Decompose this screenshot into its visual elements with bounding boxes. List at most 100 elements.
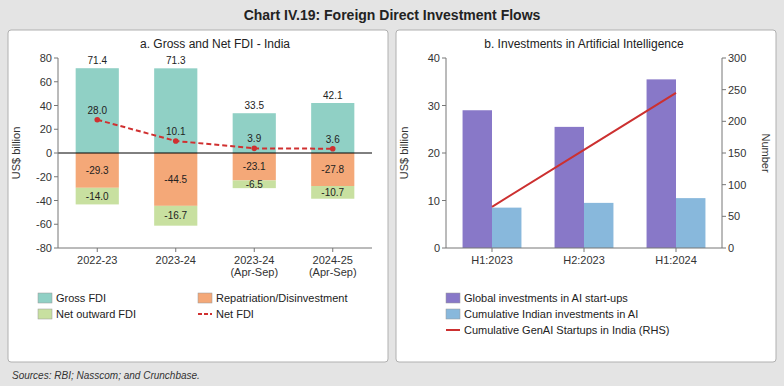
y-tick-label: -20 <box>36 171 52 183</box>
y-tick-label: 10 <box>428 195 440 207</box>
point <box>251 146 257 152</box>
x-tick <box>676 248 677 252</box>
data-label: -27.8 <box>321 164 344 175</box>
y2-tick-label: 100 <box>728 179 746 191</box>
y-tick-label: 40 <box>40 100 52 112</box>
y2-tick <box>722 89 726 90</box>
data-label: -29.3 <box>86 165 109 176</box>
y2-tick <box>722 58 726 59</box>
x-tick-label: H1:2023 <box>471 254 513 266</box>
y-tick <box>54 58 58 59</box>
x-tick <box>175 248 176 252</box>
y2-tick-label: 300 <box>728 52 746 64</box>
panel-box <box>396 30 776 362</box>
figure-title: Chart IV.19: Foreign Direct Investment F… <box>244 7 541 23</box>
y2-tick-label: 250 <box>728 84 746 96</box>
y-axis-label: US$ billion <box>398 127 410 180</box>
y-tick-label: 80 <box>40 52 52 64</box>
y-tick-label: 30 <box>428 100 440 112</box>
y-tick-label: -80 <box>36 242 52 254</box>
x-tick-label: 2023-24 <box>156 254 196 266</box>
x-tick <box>254 248 255 252</box>
y2-tick <box>722 248 726 249</box>
bar <box>584 203 613 248</box>
x-tick-label: H1:2024 <box>655 254 697 266</box>
data-label: -14.0 <box>86 191 109 202</box>
y-tick <box>442 58 446 59</box>
y-tick <box>54 248 58 249</box>
y-tick <box>54 200 58 201</box>
bar <box>233 153 276 180</box>
bar <box>311 153 354 186</box>
legend-swatch <box>446 293 460 303</box>
bar <box>311 186 354 199</box>
panel-title: b. Investments in Artificial Intelligenc… <box>484 37 684 51</box>
legend: Gross FDIRepatriation/DisinvestmentNet o… <box>38 292 347 320</box>
y2-axis-label: Number <box>760 133 772 172</box>
y2-tick <box>722 184 726 185</box>
data-label: 71.3 <box>166 55 186 66</box>
x-tick <box>97 248 98 252</box>
x-axis-line <box>58 248 372 249</box>
point <box>94 117 100 123</box>
bar <box>76 188 119 205</box>
legend-swatch <box>198 293 212 303</box>
y-tick-label: -60 <box>36 218 52 230</box>
bar <box>154 68 197 153</box>
y-tick <box>442 200 446 201</box>
data-label: 33.5 <box>245 100 265 111</box>
data-label: 3.6 <box>326 134 340 145</box>
legend-swatch <box>446 309 460 319</box>
line <box>492 93 676 207</box>
text-line: (Apr-Sep) <box>309 266 357 278</box>
data-label: 3.9 <box>247 133 261 144</box>
data-label: 28.0 <box>88 105 108 116</box>
bar <box>76 153 119 188</box>
x-tick-label: 2024-25(Apr-Sep) <box>309 254 357 278</box>
legend: Global investments in AI start-upsCumula… <box>446 292 669 336</box>
data-labels: 71.471.333.542.1-29.3-44.5-23.1-27.8-14.… <box>86 55 345 221</box>
bar <box>463 110 492 248</box>
x-tick <box>332 248 333 252</box>
legend-label: Cumulative GenAI Startups in India (RHS) <box>464 324 669 336</box>
y-tick-label: 60 <box>40 76 52 88</box>
plot-area <box>463 79 706 248</box>
x-tick-label: 2022-23 <box>77 254 117 266</box>
data-label: -23.1 <box>243 161 266 172</box>
bar <box>676 198 705 248</box>
x-tick-label: H2:2023 <box>563 254 605 266</box>
plot-area <box>76 68 355 225</box>
legend-label: Net FDI <box>216 308 254 320</box>
y-tick-label: 0 <box>46 147 52 159</box>
y-tick <box>54 81 58 82</box>
y2-tick-label: 200 <box>728 115 746 127</box>
data-label: 71.4 <box>88 55 108 66</box>
panel: a. Gross and Net FDI - India 71.4 71.3 33.5… <box>8 30 388 362</box>
y-tick <box>54 153 58 154</box>
bar <box>311 103 354 153</box>
panel-title: a. Gross and Net FDI - India <box>140 37 290 51</box>
legend-swatch <box>198 313 212 315</box>
legend-label: Gross FDI <box>56 292 106 304</box>
panel: b. Investments in Artificial Intelligenc… <box>396 30 776 362</box>
point <box>330 146 336 152</box>
text-line: 2024-25 <box>313 254 353 266</box>
y-tick <box>442 248 446 249</box>
zero-line <box>58 153 372 154</box>
chart-root: Chart IV.19: Foreign Direct Investment F… <box>0 0 784 386</box>
legend-swatch <box>446 329 460 331</box>
y-tick-label: 20 <box>428 147 440 159</box>
data-label: -44.5 <box>164 174 187 185</box>
legend-swatch <box>38 293 52 303</box>
bar <box>154 206 197 226</box>
y2-tick-label: 50 <box>728 210 740 222</box>
data-label: -6.5 <box>246 179 264 190</box>
annotation: Sources: RBI; Nasscom; and Crunchbase. <box>12 370 200 381</box>
y-tick <box>54 129 58 130</box>
legend-label: Cumulative Indian investments in AI <box>464 308 638 320</box>
legend-swatch <box>38 309 52 319</box>
x-tick-label: 2023-24(Apr-Sep) <box>230 254 278 278</box>
y-tick-label: 20 <box>40 123 52 135</box>
data-label: 10.1 <box>166 126 186 137</box>
data-label: -10.7 <box>321 187 344 198</box>
